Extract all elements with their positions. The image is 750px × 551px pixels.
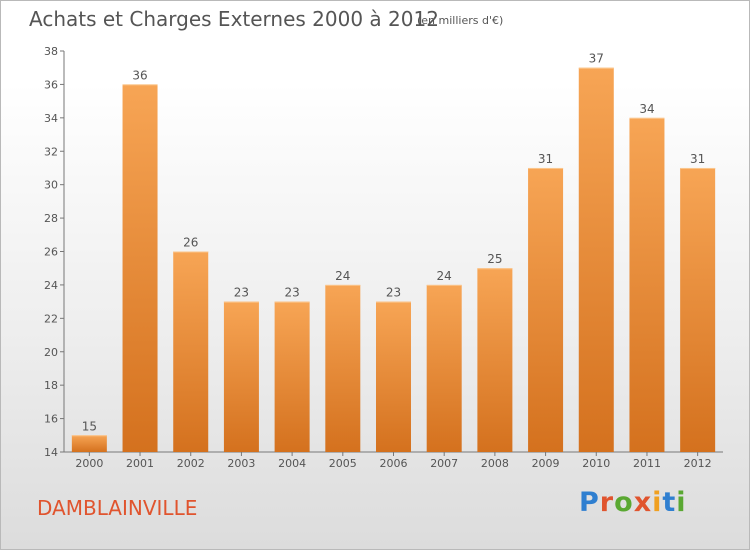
logo-letter: i — [676, 487, 687, 518]
logo-letter: i — [652, 487, 663, 518]
y-tick-label: 20 — [44, 346, 58, 359]
x-tick-label-2002: 2002 — [177, 457, 205, 470]
logo-letter: P — [579, 487, 600, 518]
x-tick-label-2011: 2011 — [633, 457, 661, 470]
x-tick-label-2007: 2007 — [430, 457, 458, 470]
bar-2004 — [274, 301, 310, 452]
logo-letter: r — [599, 487, 615, 518]
chart-title: Achats et Charges Externes 2000 à 2012 — [29, 7, 439, 31]
data-label-2011: 34 — [639, 102, 654, 116]
y-tick-label: 30 — [44, 179, 58, 192]
x-tick-label-2009: 2009 — [532, 457, 560, 470]
bar-2000 — [71, 435, 107, 452]
place-name: DAMBLAINVILLE — [37, 496, 198, 520]
x-tick-label-2010: 2010 — [582, 457, 610, 470]
y-tick-label: 38 — [44, 45, 58, 58]
bar-2005 — [325, 284, 361, 452]
bar-2008 — [477, 268, 513, 452]
y-tick-label: 24 — [44, 279, 58, 292]
bar-2003 — [223, 301, 259, 452]
data-label-2001: 36 — [132, 68, 147, 82]
data-label-2008: 25 — [487, 252, 502, 266]
bar-2007 — [426, 284, 462, 452]
data-label-2007: 24 — [437, 269, 452, 283]
y-tick-label: 26 — [44, 246, 58, 259]
bar-2011 — [629, 117, 665, 452]
data-label-2006: 23 — [386, 286, 401, 300]
logo-letter: x — [633, 487, 653, 518]
data-label-2000: 15 — [82, 419, 97, 433]
y-tick-label: 34 — [44, 112, 58, 125]
data-label-2012: 31 — [690, 152, 705, 166]
y-tick-label: 32 — [44, 145, 58, 158]
y-tick-label: 16 — [44, 413, 58, 426]
bar-2010 — [578, 67, 614, 452]
x-tick-label-2006: 2006 — [380, 457, 408, 470]
x-tick-label-2004: 2004 — [278, 457, 306, 470]
bar-2002 — [173, 251, 209, 452]
y-tick-label: 22 — [44, 312, 58, 325]
x-tick-label-2000: 2000 — [75, 457, 103, 470]
proxiti-logo: Proxiti — [579, 487, 687, 518]
data-label-2004: 23 — [284, 286, 299, 300]
logo-letter: t — [662, 487, 677, 518]
chart-subtitle: (en milliers d'€) — [417, 14, 504, 27]
bar-2001 — [122, 84, 158, 453]
data-label-2005: 24 — [335, 269, 350, 283]
y-tick-label: 36 — [44, 78, 58, 91]
x-tick-label-2008: 2008 — [481, 457, 509, 470]
bar-2009 — [528, 167, 564, 453]
data-label-2002: 26 — [183, 236, 198, 250]
bar-2012 — [680, 167, 716, 453]
y-tick-label: 18 — [44, 379, 58, 392]
x-tick-label-2012: 2012 — [684, 457, 712, 470]
bar-2006 — [376, 301, 411, 452]
x-tick-label-2003: 2003 — [227, 457, 255, 470]
y-tick-label: 14 — [44, 446, 58, 459]
data-label-2003: 23 — [234, 286, 249, 300]
x-tick-label-2005: 2005 — [329, 457, 357, 470]
x-tick-label-2001: 2001 — [126, 457, 154, 470]
y-tick-label: 28 — [44, 212, 58, 225]
logo-letter: o — [614, 487, 634, 518]
data-label-2010: 37 — [589, 52, 604, 66]
data-label-2009: 31 — [538, 152, 553, 166]
